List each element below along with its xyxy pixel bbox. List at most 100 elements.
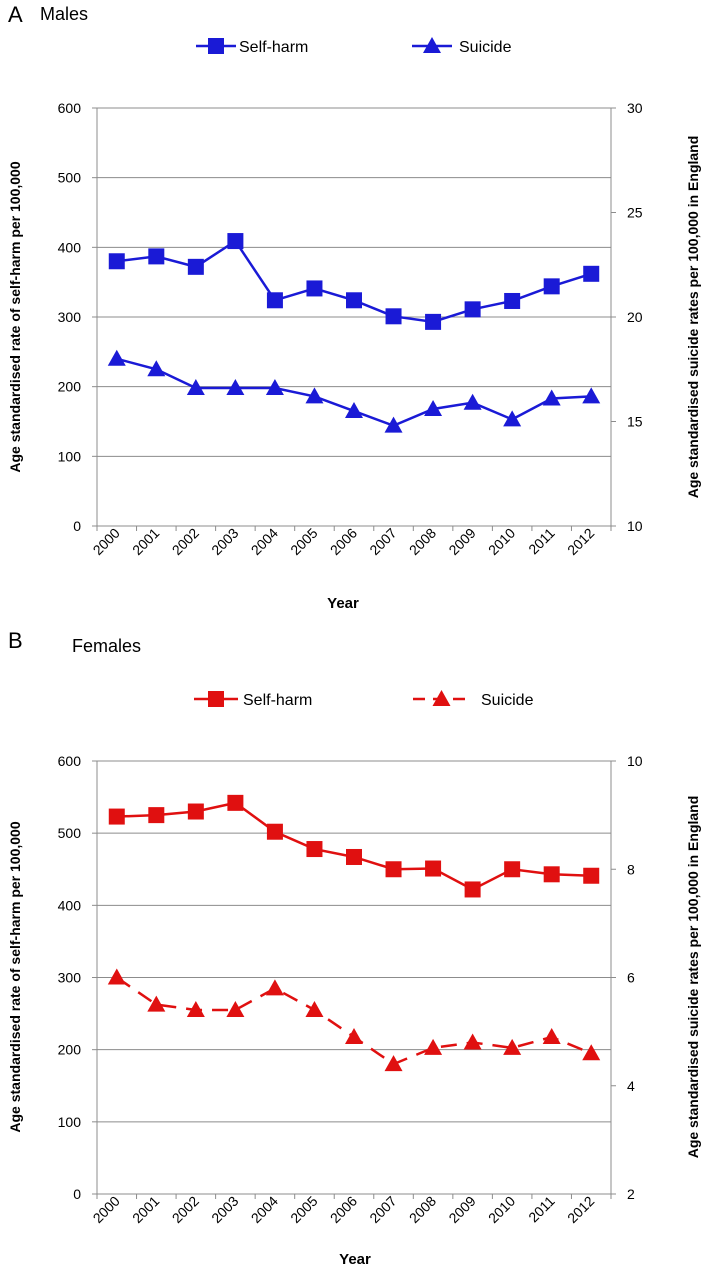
y-axis-right-title: Age standardised suicide rates per 100,0…	[685, 136, 701, 499]
data-point-self-harm	[464, 881, 481, 898]
data-point-self-harm	[227, 233, 244, 250]
x-tick-label: 2005	[287, 1193, 320, 1226]
y-left-tick-label: 200	[58, 1042, 82, 1058]
x-tick-label: 2010	[485, 525, 518, 558]
data-point-suicide	[226, 379, 245, 396]
data-point-self-harm	[543, 278, 560, 295]
data-point-self-harm	[583, 867, 600, 884]
y-right-tick-label: 10	[627, 518, 643, 534]
x-tick-label: 2000	[90, 1193, 123, 1226]
x-tick-label: 2008	[406, 1193, 439, 1226]
y-right-tick-label: 20	[627, 309, 643, 325]
y-right-tick-label: 8	[627, 861, 635, 877]
data-point-self-harm	[108, 253, 125, 270]
x-tick-label: 2000	[90, 525, 123, 558]
panel-title: Males	[40, 4, 88, 24]
x-tick-label: 2001	[129, 1193, 162, 1226]
data-point-self-harm	[583, 265, 600, 282]
data-point-self-harm	[227, 794, 244, 811]
x-axis-title: Year	[327, 595, 359, 612]
y-axis-right-title: Age standardised suicide rates per 100,0…	[685, 796, 701, 1159]
x-tick-label: 2009	[445, 1193, 478, 1226]
panel-letter: B	[8, 628, 23, 653]
data-point-suicide	[107, 349, 126, 366]
y-left-tick-label: 500	[58, 825, 82, 841]
data-point-self-harm	[148, 807, 165, 824]
data-point-suicide	[186, 1000, 205, 1017]
y-left-tick-label: 200	[58, 379, 82, 395]
data-point-suicide	[305, 1000, 324, 1017]
data-point-suicide	[345, 402, 363, 419]
x-tick-label: 2003	[208, 525, 241, 558]
x-tick-label: 2008	[406, 525, 439, 558]
data-point-self-harm	[306, 280, 323, 297]
data-point-suicide	[424, 1038, 443, 1055]
x-tick-label: 2012	[564, 1193, 597, 1226]
x-axis-title: Year	[339, 1251, 371, 1268]
data-point-suicide	[503, 1038, 522, 1055]
y-left-tick-label: 100	[58, 448, 82, 464]
legend-label-suicide: Suicide	[459, 39, 512, 56]
data-point-self-harm	[148, 248, 165, 265]
data-point-self-harm	[187, 258, 204, 275]
data-point-self-harm	[543, 866, 560, 883]
y-right-tick-label: 4	[627, 1078, 635, 1094]
data-point-self-harm	[464, 301, 481, 318]
data-point-self-harm	[266, 823, 283, 840]
x-tick-label: 2006	[327, 525, 360, 558]
legend-marker-suicide	[432, 690, 451, 706]
y-left-tick-label: 0	[73, 518, 81, 534]
data-point-self-harm	[306, 841, 323, 858]
y-left-tick-label: 600	[58, 753, 82, 769]
data-point-suicide	[463, 1033, 482, 1050]
y-left-tick-label: 600	[58, 100, 82, 116]
data-point-self-harm	[425, 860, 442, 877]
x-tick-label: 2010	[485, 1193, 518, 1226]
panel-title: Females	[72, 636, 141, 656]
y-left-tick-label: 300	[58, 309, 82, 325]
legend-label-self-harm: Self-harm	[243, 692, 312, 709]
y-left-tick-label: 400	[58, 897, 82, 913]
series-line-suicide	[116, 976, 592, 1066]
data-point-suicide	[107, 968, 126, 985]
data-point-suicide	[345, 1028, 363, 1045]
y-right-tick-label: 6	[627, 970, 635, 986]
data-point-suicide	[147, 995, 166, 1012]
data-point-suicide	[147, 360, 166, 377]
data-point-suicide	[186, 379, 205, 396]
x-tick-label: 2007	[366, 525, 399, 558]
data-point-suicide	[503, 410, 522, 427]
data-point-self-harm	[108, 808, 125, 825]
y-axis-left-title: Age standardised rate of self-harm per 1…	[7, 161, 23, 472]
data-point-suicide	[582, 1044, 601, 1061]
y-right-tick-label: 15	[627, 414, 643, 430]
y-left-tick-label: 400	[58, 239, 82, 255]
y-right-tick-label: 10	[627, 753, 643, 769]
x-tick-label: 2001	[129, 525, 162, 558]
x-tick-label: 2012	[564, 525, 597, 558]
y-right-tick-label: 25	[627, 205, 643, 221]
data-point-self-harm	[504, 861, 521, 878]
legend-marker-suicide	[423, 37, 441, 53]
x-tick-label: 2002	[169, 525, 202, 558]
y-left-tick-label: 300	[58, 970, 82, 986]
data-point-self-harm	[385, 861, 402, 878]
y-left-tick-label: 100	[58, 1114, 82, 1130]
data-point-self-harm	[504, 292, 521, 309]
data-point-suicide	[265, 979, 284, 996]
x-tick-label: 2009	[445, 525, 478, 558]
series-line-self-harm	[116, 239, 592, 324]
y-axis-left-title: Age standardised rate of self-harm per 1…	[7, 821, 23, 1132]
x-tick-label: 2005	[287, 525, 320, 558]
x-tick-label: 2011	[525, 525, 558, 558]
data-point-self-harm	[266, 292, 283, 309]
x-tick-label: 2006	[327, 1193, 360, 1226]
data-point-self-harm	[346, 848, 362, 865]
data-point-suicide	[424, 399, 443, 416]
x-tick-label: 2004	[248, 1193, 281, 1226]
data-point-self-harm	[425, 313, 442, 330]
panel-letter: A	[8, 2, 23, 27]
data-point-suicide	[265, 379, 284, 396]
